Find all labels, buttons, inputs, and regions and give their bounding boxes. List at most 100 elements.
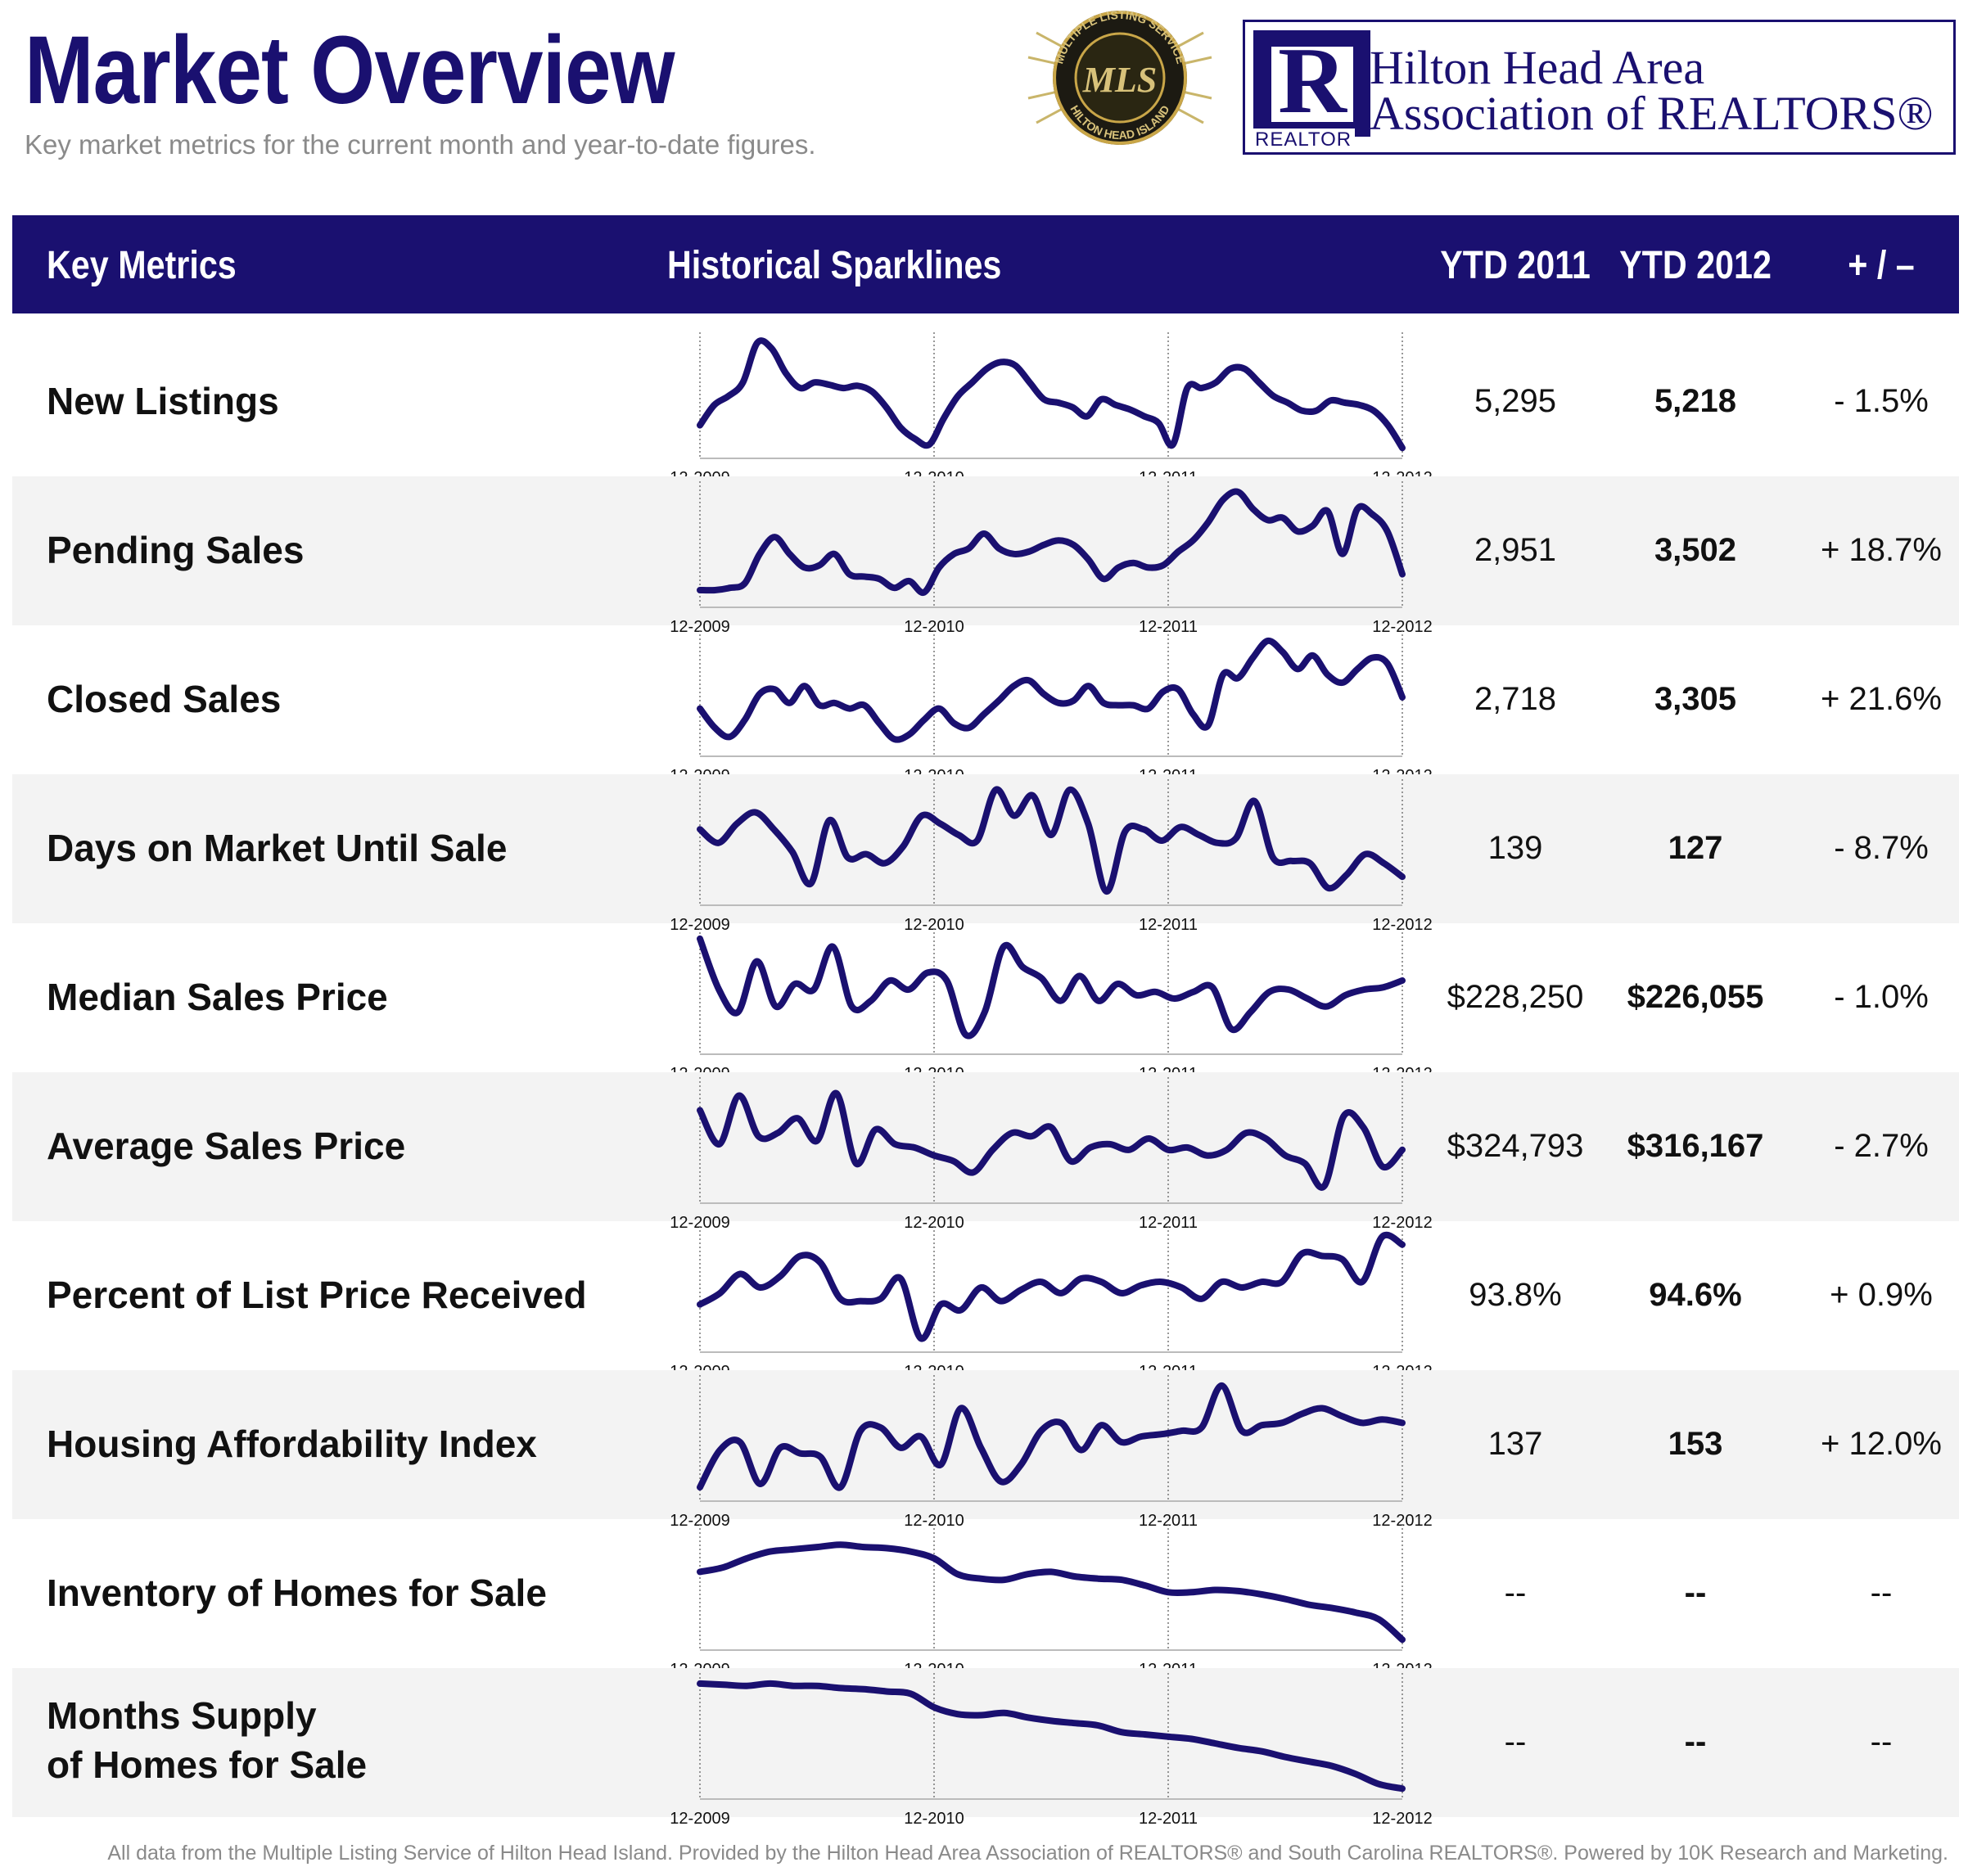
table-header: Key Metrics Historical Sparklines YTD 20… (12, 215, 1959, 313)
realtor-r-mark: R (1253, 30, 1370, 137)
ytd-2011-value: 137 (1487, 1426, 1543, 1462)
sparkline-series-line (697, 337, 1406, 452)
ytd-2011-value: 2,718 (1474, 681, 1557, 717)
percent-change-value: + 0.9% (1830, 1277, 1933, 1313)
metric-label: Pending Sales (47, 529, 305, 571)
realtor-r-letter: R (1278, 29, 1347, 133)
sparkline-series-line (697, 935, 1406, 1039)
ytd-2012-value: 94.6% (1649, 1277, 1742, 1313)
sparkline-series-line (697, 786, 1406, 895)
ytd-2011-value: 93.8% (1469, 1277, 1562, 1313)
header-change: + / – (1848, 244, 1915, 287)
sparkline-tick-label: 12-2009 (670, 1512, 729, 1530)
sparkline-tick-label: 12-2012 (1372, 618, 1432, 636)
percent-change-value: + 12.0% (1821, 1426, 1942, 1462)
ytd-2011-value: -- (1504, 1724, 1527, 1760)
sparkline-tick-label: 12-2011 (1139, 1214, 1198, 1232)
mls-seal-initials: MLS (1082, 60, 1157, 100)
metric-label: Housing Affordability Index (47, 1423, 537, 1465)
sparkline-tick-label: 12-2012 (1372, 1214, 1432, 1232)
ytd-2012-value: -- (1684, 1575, 1707, 1611)
page-title: Market Overview (25, 16, 675, 124)
metric-label: Percent of List Price Received (47, 1274, 587, 1316)
metric-row: Pending Sales 12-2009 12-2010 12-2011 12-201… (12, 476, 1959, 636)
metric-label: Closed Sales (47, 678, 282, 720)
percent-change-value: - 8.7% (1834, 830, 1929, 866)
ytd-2011-value: 139 (1487, 830, 1543, 866)
metric-row: Inventory of Homes for Sale12-200912-201… (12, 1519, 1959, 1679)
percent-change-value: + 18.7% (1821, 532, 1942, 568)
ytd-2012-value: 153 (1668, 1426, 1723, 1462)
ytd-2012-value: 127 (1668, 830, 1723, 866)
sparkline-series-line (697, 1231, 1406, 1342)
sparkline-series-line (697, 637, 1406, 743)
sparkline-series-line (697, 1089, 1406, 1191)
ytd-2011-value: 5,295 (1474, 383, 1557, 419)
mls-seal-logo: MULTIPLE LISTING SERVICE HILTON HEAD ISL… (1027, 8, 1212, 145)
metric-label: Months Supply of Homes for Sale (47, 1694, 368, 1786)
metric-label: Days on Market Until Sale (47, 827, 508, 869)
header-ytd-2011: YTD 2011 (1440, 244, 1591, 287)
ytd-2011-value: $324,793 (1447, 1128, 1584, 1164)
ytd-2012-value: 3,502 (1654, 532, 1737, 568)
ytd-2012-value: 3,305 (1654, 681, 1737, 717)
percent-change-value: - 2.7% (1834, 1128, 1929, 1164)
metric-row: New Listings12-200912-201012-201112-2012… (12, 327, 1959, 487)
ytd-2012-value: $316,167 (1627, 1128, 1764, 1164)
sparkline-chart: 12-2009 12-2010 12-2011 12-2012 (670, 1375, 1433, 1530)
sparkline-tick-label: 12-2010 (904, 916, 964, 934)
sparkline-tick-label: 12-2009 (670, 618, 729, 636)
metric-label: Inventory of Homes for Sale (47, 1572, 547, 1614)
association-logo: R REALTOR Hilton Head Area Association o… (1243, 20, 1956, 155)
realtor-caption: REALTOR (1252, 129, 1356, 151)
metric-label: Median Sales Price (47, 976, 388, 1018)
sparkline-tick-label: 12-2011 (1139, 916, 1198, 934)
sparkline-tick-label: 12-2011 (1139, 618, 1198, 636)
sparkline-tick-label: 12-2010 (904, 1214, 964, 1232)
ytd-2011-value: $228,250 (1447, 979, 1584, 1015)
metric-row: Housing Affordability Index 12-2009 12-201… (12, 1370, 1959, 1530)
sparkline-tick-label: 12-2009 (670, 916, 729, 934)
metric-row: Percent of List Price Received12-200912-… (12, 1221, 1959, 1381)
metric-row: Days on Market Until Sale 12-2009 12-2010 1… (12, 774, 1959, 934)
metric-row: Median Sales Price12-200912-201012-20111… (12, 923, 1959, 1083)
sparkline-tick-label: 12-2009 (670, 1214, 729, 1232)
sparkline-tick-label: 12-2010 (904, 1512, 964, 1530)
ytd-2012-value: -- (1684, 1724, 1707, 1760)
percent-change-value: + 21.6% (1821, 681, 1942, 717)
association-name-line1: Hilton Head Area (1370, 41, 1705, 94)
sparkline-chart: 12-2009 12-2010 12-2011 12-2012 (670, 1077, 1433, 1232)
percent-change-value: - 1.5% (1834, 383, 1929, 419)
percent-change-value: -- (1870, 1724, 1893, 1760)
metric-row: Average Sales Price 12-2009 12-2010 12-2011… (12, 1072, 1959, 1232)
metric-row: Closed Sales12-200912-201012-201112-2012… (12, 625, 1959, 785)
sparkline-tick-label: 12-2012 (1372, 1512, 1432, 1530)
sparkline-chart: 12-2009 12-2010 12-2011 12-2012 (670, 1673, 1433, 1828)
sparkline-chart: 12-2009 12-2010 12-2011 12-2012 (670, 779, 1433, 934)
ytd-2012-value: $226,055 (1627, 979, 1764, 1015)
header-ytd-2012: YTD 2012 (1619, 244, 1772, 287)
sparkline-tick-label: 12-2009 (670, 1810, 729, 1828)
sparkline-tick-label: 12-2012 (1372, 916, 1432, 934)
sparkline-tick-label: 12-2010 (904, 618, 964, 636)
sparkline-tick-label: 12-2010 (904, 1810, 964, 1828)
metric-row: Months Supply of Homes for Sale 12-2009 12… (12, 1668, 1959, 1828)
sparkline-series-line (697, 488, 1406, 596)
ytd-2012-value: 5,218 (1654, 383, 1737, 419)
sparkline-series-line (697, 1382, 1406, 1491)
sparkline-tick-label: 12-2011 (1139, 1512, 1198, 1530)
header-historical-sparklines: Historical Sparklines (667, 244, 1002, 287)
sparkline-tick-label: 12-2011 (1139, 1810, 1198, 1828)
ytd-2011-value: -- (1504, 1575, 1527, 1611)
sparkline-series-line (697, 1680, 1406, 1793)
association-name-line2: Association of REALTORS® (1370, 87, 1934, 140)
page-subtitle: Key market metrics for the current month… (25, 129, 816, 160)
ytd-2011-value: 2,951 (1474, 532, 1557, 568)
sparkline-chart: 12-2009 12-2010 12-2011 12-2012 (670, 481, 1433, 636)
sparkline-tick-label: 12-2012 (1372, 1810, 1432, 1828)
footer-credit: All data from the Multiple Listing Servi… (107, 1842, 1948, 1865)
metric-label: Average Sales Price (47, 1125, 406, 1167)
percent-change-value: - 1.0% (1834, 979, 1929, 1015)
header-key-metrics: Key Metrics (47, 244, 237, 287)
sparkline-series-line (697, 1541, 1406, 1644)
